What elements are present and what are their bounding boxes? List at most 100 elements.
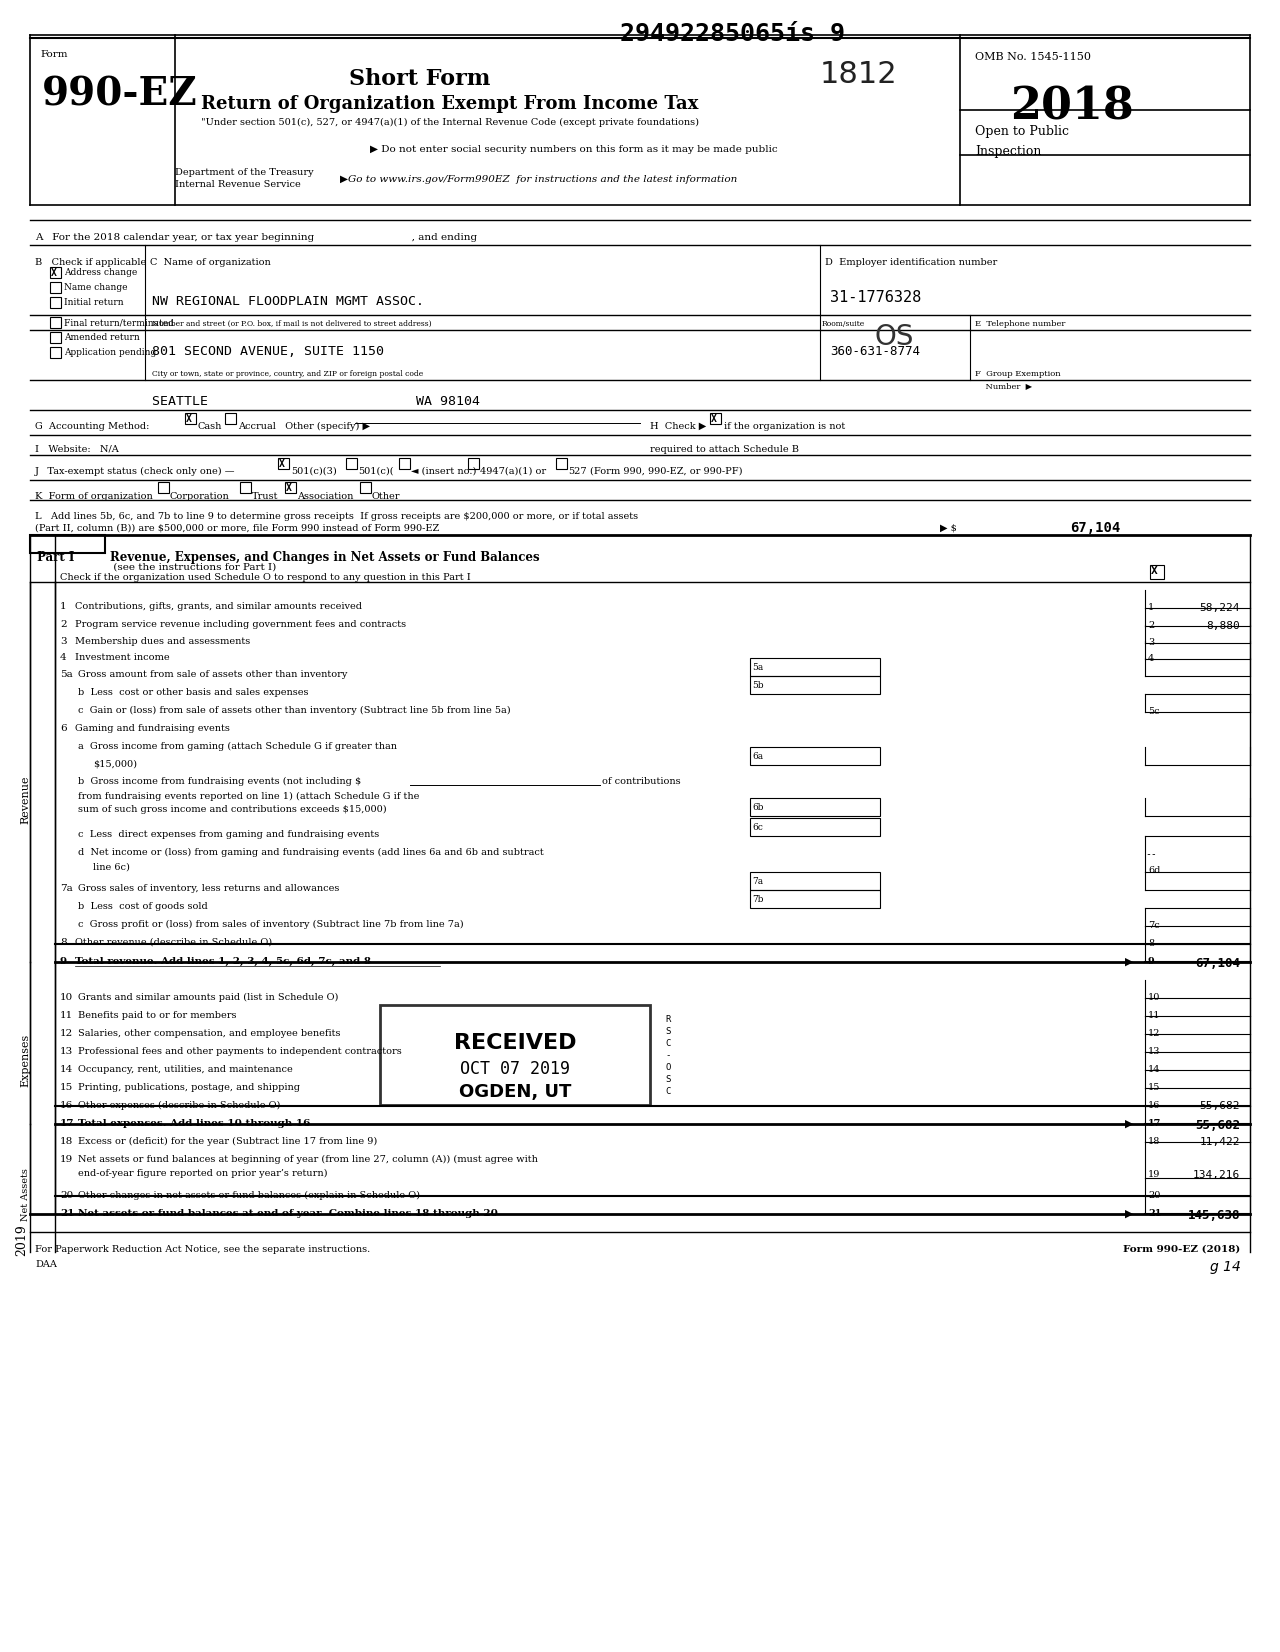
Text: Other: Other	[372, 492, 401, 501]
Text: ▶: ▶	[1125, 957, 1134, 966]
Text: 16: 16	[60, 1100, 73, 1110]
Text: Revenue, Expenses, and Changes in Net Assets or Fund Balances: Revenue, Expenses, and Changes in Net As…	[110, 552, 540, 563]
Text: 4947(a)(1) or: 4947(a)(1) or	[480, 468, 547, 476]
Text: F  Group Exemption: F Group Exemption	[975, 370, 1061, 378]
Text: 19: 19	[60, 1155, 73, 1165]
Text: 12: 12	[60, 1029, 73, 1037]
Text: Salaries, other compensation, and employee benefits: Salaries, other compensation, and employ…	[78, 1029, 340, 1037]
Text: (Part II, column (B)) are $500,000 or more, file Form 990 instead of Form 990-EZ: (Part II, column (B)) are $500,000 or mo…	[35, 524, 439, 534]
Bar	[186, 413, 196, 425]
Text: from fundraising events reported on line 1) (attach Schedule G if the: from fundraising events reported on line…	[78, 791, 420, 801]
Bar	[399, 458, 410, 469]
Bar	[468, 458, 479, 469]
Text: ◄ (insert no.): ◄ (insert no.)	[411, 468, 476, 476]
Text: --: --	[1146, 849, 1157, 859]
Text: c  Gain or (loss) from sale of assets other than inventory (Subtract line 5b fro: c Gain or (loss) from sale of assets oth…	[78, 705, 511, 715]
Text: X: X	[710, 415, 717, 425]
Text: Net Assets: Net Assets	[20, 1168, 29, 1221]
Text: a  Gross income from gaming (attach Schedule G if greater than: a Gross income from gaming (attach Sched…	[78, 742, 397, 752]
Text: ▶Go to www.irs.gov/Form990EZ  for instructions and the latest information: ▶Go to www.irs.gov/Form990EZ for instruc…	[340, 175, 737, 183]
Text: Accrual   Other (specify) ▶: Accrual Other (specify) ▶	[238, 421, 370, 431]
Text: 55,682: 55,682	[1199, 1100, 1240, 1112]
Text: if the organization is not: if the organization is not	[724, 421, 845, 431]
Text: Short Form: Short Form	[349, 68, 490, 89]
Text: Membership dues and assessments: Membership dues and assessments	[76, 638, 251, 646]
Text: 501(c)(3): 501(c)(3)	[291, 468, 337, 476]
Text: Grants and similar amounts paid (list in Schedule O): Grants and similar amounts paid (list in…	[78, 993, 338, 1003]
Text: 19: 19	[1148, 1170, 1161, 1180]
Text: 14: 14	[1148, 1066, 1161, 1074]
Bar	[750, 657, 881, 676]
Text: 134,216: 134,216	[1193, 1170, 1240, 1180]
Text: 7a: 7a	[60, 884, 73, 894]
Text: X: X	[285, 482, 292, 492]
Text: Investment income: Investment income	[76, 653, 170, 662]
Text: D  Employer identification number: D Employer identification number	[826, 258, 997, 268]
Bar	[750, 747, 881, 765]
Text: b  Less  cost or other basis and sales expenses: b Less cost or other basis and sales exp…	[78, 687, 308, 697]
Text: NW REGIONAL FLOODPLAIN MGMT ASSOC.: NW REGIONAL FLOODPLAIN MGMT ASSOC.	[152, 296, 424, 307]
Text: 5a: 5a	[60, 671, 73, 679]
Bar	[346, 458, 357, 469]
Bar	[556, 458, 567, 469]
Bar	[750, 872, 881, 890]
Text: 18: 18	[60, 1137, 73, 1146]
Text: 67,104: 67,104	[1070, 520, 1120, 535]
Text: 6b: 6b	[753, 803, 763, 813]
Bar	[50, 282, 61, 292]
Text: H  Check ▶: H Check ▶	[650, 421, 707, 431]
Text: B   Check if applicable: B Check if applicable	[35, 258, 146, 268]
Text: Other revenue (describe in Schedule O): Other revenue (describe in Schedule O)	[76, 938, 273, 947]
Text: 20: 20	[60, 1191, 73, 1199]
Text: 1: 1	[60, 601, 67, 611]
Text: SEATTLE                          WA 98104: SEATTLE WA 98104	[152, 395, 480, 408]
Bar	[750, 890, 881, 909]
Bar	[50, 317, 61, 329]
Text: 4: 4	[1148, 654, 1155, 662]
Text: 5a: 5a	[753, 662, 763, 672]
Text: 20: 20	[1148, 1191, 1161, 1199]
Text: end-of-year figure reported on prior year’s return): end-of-year figure reported on prior yea…	[78, 1170, 328, 1178]
Text: 5b: 5b	[753, 681, 764, 691]
Text: 6c: 6c	[753, 823, 763, 833]
Text: ▶ Do not enter social security numbers on this form as it may be made public: ▶ Do not enter social security numbers o…	[370, 145, 778, 154]
Text: 801 SECOND AVENUE, SUITE 1150: 801 SECOND AVENUE, SUITE 1150	[152, 345, 384, 358]
Bar	[50, 332, 61, 344]
Text: S: S	[666, 1075, 671, 1084]
Text: "Under section 501(c), 527, or 4947(a)(1) of the Internal Revenue Code (except p: "Under section 501(c), 527, or 4947(a)(1…	[201, 117, 699, 127]
Text: Other changes in net assets or fund balances (explain in Schedule O): Other changes in net assets or fund bala…	[78, 1191, 420, 1199]
Text: J   Tax-exempt status (check only one) —: J Tax-exempt status (check only one) —	[35, 468, 236, 476]
Text: Professional fees and other payments to independent contractors: Professional fees and other payments to …	[78, 1047, 402, 1056]
Text: 2018: 2018	[1010, 84, 1134, 127]
Text: Application pending: Application pending	[64, 349, 156, 357]
Text: 11: 11	[60, 1011, 73, 1019]
Bar	[750, 818, 881, 836]
Text: 29492285065ís 9: 29492285065ís 9	[620, 21, 845, 46]
Text: of contributions: of contributions	[602, 776, 681, 786]
Text: ▶: ▶	[1125, 1118, 1134, 1128]
Text: 55,682: 55,682	[1196, 1118, 1240, 1132]
Text: (Form 990, 990-EZ, or 990-PF): (Form 990, 990-EZ, or 990-PF)	[590, 468, 742, 476]
Text: -: -	[666, 1051, 671, 1061]
Text: 18: 18	[1148, 1137, 1161, 1146]
Text: Final return/terminated: Final return/terminated	[64, 317, 174, 327]
Text: 15: 15	[1148, 1084, 1161, 1092]
Text: X: X	[51, 268, 56, 278]
Text: ▶: ▶	[1125, 1209, 1134, 1219]
Text: 58,224: 58,224	[1199, 603, 1240, 613]
Text: 3: 3	[60, 638, 67, 646]
Text: 1812: 1812	[820, 59, 897, 89]
Text: E  Telephone number: E Telephone number	[975, 320, 1065, 329]
Text: Name change: Name change	[64, 282, 128, 292]
Text: Corporation: Corporation	[170, 492, 229, 501]
Text: Gross sales of inventory, less returns and allowances: Gross sales of inventory, less returns a…	[78, 884, 339, 894]
Text: Inspection: Inspection	[975, 145, 1042, 159]
Text: 6: 6	[60, 724, 67, 733]
Text: --: --	[1201, 904, 1212, 914]
Text: 9: 9	[60, 957, 67, 966]
Text: ▶ $: ▶ $	[940, 524, 957, 534]
Text: 8: 8	[1148, 938, 1155, 948]
Text: O: O	[666, 1062, 671, 1072]
Text: S: S	[666, 1028, 671, 1036]
Text: 8: 8	[60, 938, 67, 947]
